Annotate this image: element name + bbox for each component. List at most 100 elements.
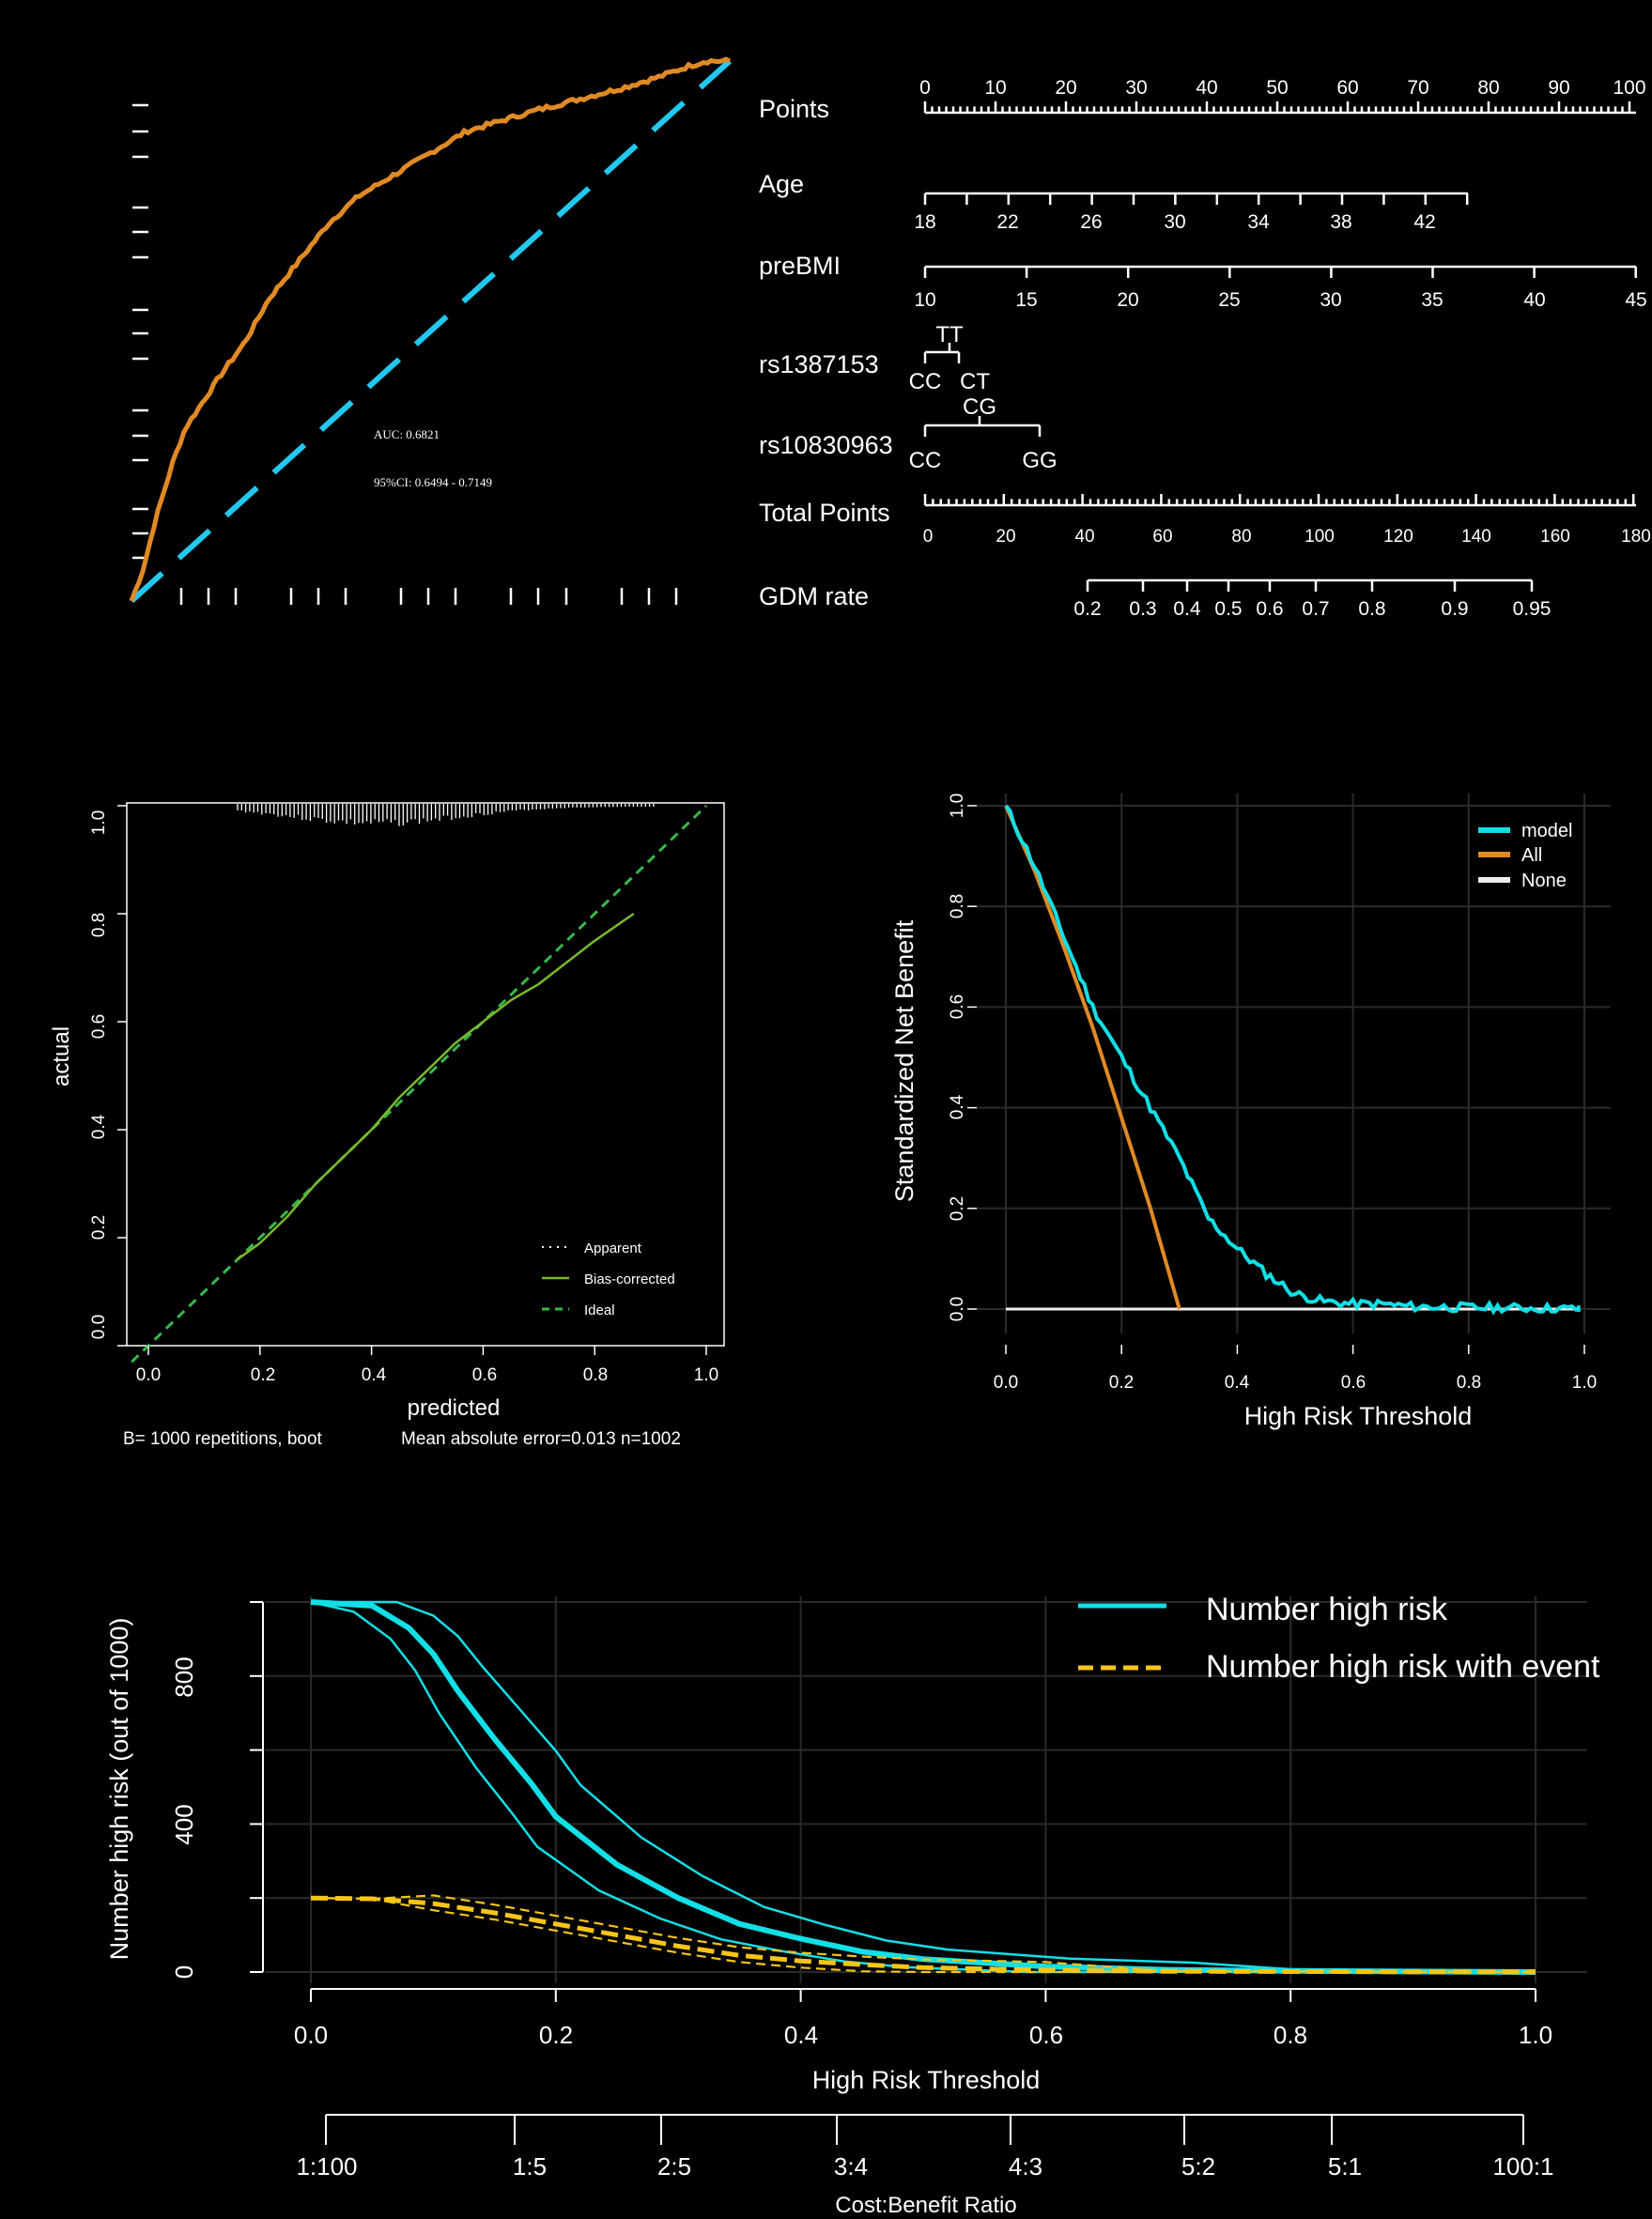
- nomo-total-tick: 40: [1074, 527, 1094, 547]
- nomo-label-rs1387153: rs1387153: [759, 350, 879, 378]
- dca-y-tick: 0.4: [948, 1094, 967, 1119]
- cal-ideal-line: [131, 804, 708, 1364]
- roc-ci-label: 95%CI: 0.6494 - 0.7149: [374, 475, 492, 489]
- nomo-bmi-tick: 45: [1625, 289, 1646, 311]
- cic-legend-with-event: Number high risk with event: [1206, 1649, 1600, 1685]
- dca-all-line: [1004, 805, 1181, 1310]
- dca-x-axis-title: High Risk Threshold: [1244, 1402, 1473, 1430]
- nomo-total-tick: 60: [1152, 527, 1172, 547]
- dca-legend-all: All: [1521, 845, 1542, 866]
- cal-bias-corrected-line: [237, 912, 635, 1261]
- dca-y-tick: 0.6: [948, 994, 967, 1019]
- dca-panel: 0.0 0.2 0.4 0.6 0.8 1.0 0.0 0.2 0.4 0.6 …: [890, 794, 1611, 1430]
- cal-y-axis-title: actual: [49, 1026, 74, 1086]
- dca-x-tick: 0.8: [1457, 1373, 1481, 1393]
- dca-y-axis-title: Standardized Net Benefit: [890, 919, 919, 1202]
- cic-y-tick: 400: [170, 1804, 198, 1844]
- roc-reference-line: [129, 58, 733, 604]
- nomo-bmi-tick: 25: [1218, 289, 1240, 311]
- roc-rug-ticks: [132, 103, 678, 605]
- cic-x-tick: 0.8: [1274, 2021, 1307, 2049]
- nomo-label-points: Points: [759, 95, 829, 123]
- nomo-rs10830963-cg: CG: [963, 394, 996, 420]
- nomo-points-tick: 30: [1125, 77, 1147, 99]
- cal-y-tick: 1.0: [89, 810, 109, 835]
- cic-y-tick: 0: [170, 1965, 198, 1979]
- cic-high-risk-line: [310, 1599, 1536, 1975]
- cal-x-tick: 0.0: [136, 1365, 161, 1385]
- nomo-age-tick: 26: [1080, 211, 1102, 233]
- roc-panel: AUC: 0.6821 95%CI: 0.6494 - 0.7149: [129, 56, 733, 605]
- dca-axes: [967, 805, 1585, 1354]
- nomo-gdm-tick: 0.4: [1173, 598, 1201, 620]
- nomo-points-tick: 70: [1407, 77, 1428, 99]
- cic-y-axis-title: Number high risk (out of 1000): [105, 1618, 133, 1961]
- cic-x-axis-title: High Risk Threshold: [812, 2066, 1041, 2094]
- nomo-points-tick: 90: [1548, 77, 1569, 99]
- cic-x-tick: 0.6: [1029, 2021, 1063, 2049]
- cal-y-tick: 0.4: [89, 1114, 109, 1139]
- cal-legend-bias: Bias-corrected: [584, 1271, 675, 1287]
- cal-x-axis-title: predicted: [408, 1395, 501, 1421]
- cal-x-tick: 0.2: [251, 1365, 275, 1385]
- nomo-bmi-tick: 15: [1015, 289, 1037, 311]
- nomo-total-tick: 20: [996, 527, 1015, 547]
- nomo-rs10830963-cc: CC: [909, 448, 942, 473]
- cal-legend-ideal: Ideal: [584, 1302, 615, 1318]
- calibration-panel: 0.0 0.2 0.4 0.6 0.8 1.0 0.0 0.2 0.4 0.6 …: [49, 802, 725, 1449]
- nomo-gdm-tick: 0.3: [1129, 598, 1156, 620]
- cic-cb-tick: 4:3: [1009, 2152, 1042, 2180]
- roc-curve: [129, 56, 732, 602]
- cic-cb-tick: 3:4: [834, 2152, 868, 2180]
- nomo-points-tick: 50: [1266, 77, 1288, 99]
- cic-x-tick: 0.2: [539, 2021, 573, 2049]
- nomo-age-tick: 34: [1247, 211, 1270, 233]
- nomo-age-tick: 42: [1413, 211, 1435, 233]
- nomo-label-rs10830963: rs10830963: [759, 431, 893, 459]
- cic-axes: [250, 1601, 1536, 2002]
- nomo-points-tick: 20: [1055, 77, 1076, 99]
- cic-cb-tick: 5:2: [1181, 2152, 1215, 2180]
- cal-x-tick: 0.6: [472, 1365, 497, 1385]
- nomo-rs1387153-ct: CT: [960, 369, 990, 394]
- nomo-total-tick: 140: [1461, 527, 1491, 547]
- nomo-gdm-tick: 0.95: [1513, 598, 1552, 620]
- nomo-label-prebmi: preBMI: [759, 252, 841, 280]
- cic-x-tick: 1.0: [1519, 2021, 1552, 2049]
- cal-legend-apparent: Apparent: [584, 1240, 642, 1256]
- nomo-age-tick: 30: [1164, 211, 1185, 233]
- dca-y-tick: 1.0: [948, 794, 967, 818]
- nomo-age-tick: 38: [1330, 211, 1351, 233]
- cic-high-risk-upper: [335, 1600, 1536, 1974]
- dca-y-tick: 0.2: [948, 1196, 967, 1221]
- nomo-total-tick: 120: [1383, 527, 1413, 547]
- cic-cb-tick: 5:1: [1328, 2152, 1362, 2180]
- cal-y-tick: 0.0: [89, 1315, 109, 1339]
- cal-histogram-ticks: [237, 804, 655, 826]
- nomogram-panel: Points Age preBMI rs1387153 rs10830963 T…: [759, 77, 1651, 620]
- nomo-gdm-tick: 0.6: [1256, 598, 1283, 620]
- cal-y-tick: 0.6: [89, 1014, 109, 1039]
- cic-x-tick: 0.4: [784, 2021, 818, 2049]
- nomo-total-tick: 160: [1540, 527, 1570, 547]
- dca-x-tick: 0.2: [1109, 1373, 1134, 1393]
- dca-grid: [977, 794, 1611, 1333]
- nomo-total-tick: 80: [1231, 527, 1251, 547]
- nomo-total-tick: 100: [1305, 527, 1335, 547]
- nomo-points-tick: 60: [1336, 77, 1358, 99]
- cal-x-tick: 1.0: [694, 1365, 718, 1385]
- cic-legend-high-risk: Number high risk: [1206, 1592, 1448, 1627]
- dca-x-tick: 0.4: [1225, 1373, 1250, 1393]
- cic-event-line: [310, 1895, 1536, 1975]
- dca-model-line: [1004, 804, 1581, 1316]
- nomo-rs10830963-gg: GG: [1022, 448, 1057, 473]
- dca-x-tick: 1.0: [1572, 1373, 1597, 1393]
- nomo-label-gdm-rate: GDM rate: [759, 582, 869, 610]
- dca-x-tick: 0.0: [994, 1373, 1018, 1393]
- nomo-age-tick: 22: [996, 211, 1018, 233]
- cic-y-tick: 800: [170, 1657, 198, 1697]
- dca-x-tick: 0.6: [1341, 1373, 1366, 1393]
- cic-cb-tick: 1:100: [296, 2152, 357, 2180]
- nomo-total-tick: 0: [923, 527, 934, 547]
